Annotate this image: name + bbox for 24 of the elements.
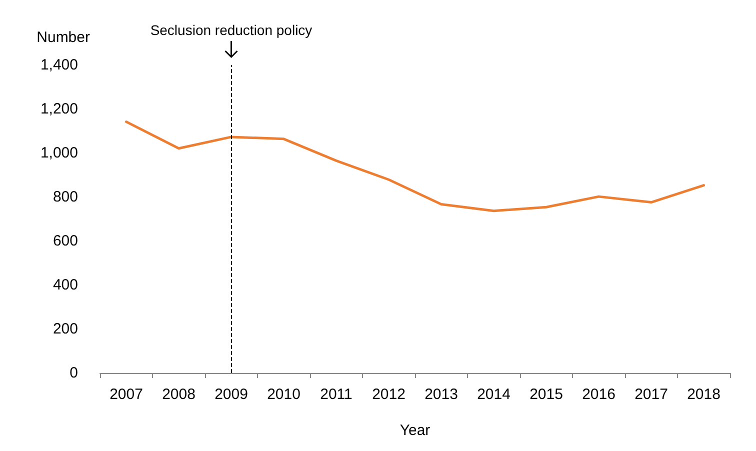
- x-tick-label: 2010: [267, 386, 300, 403]
- x-tick-label: 2012: [372, 386, 406, 403]
- x-tick-label: 2018: [687, 386, 720, 403]
- x-tick-label: 2009: [214, 386, 248, 403]
- y-tick-label: 0: [70, 364, 78, 382]
- x-axis-title: Year: [400, 422, 430, 439]
- x-tick-label: 2011: [320, 386, 352, 403]
- y-axis-title: Number: [36, 29, 90, 46]
- y-tick-label: 600: [52, 232, 78, 250]
- y-tick-label: 1,000: [40, 144, 78, 162]
- y-tick-label: 1,400: [40, 56, 78, 74]
- y-tick-label: 800: [52, 188, 78, 206]
- x-tick-label: 2008: [162, 386, 196, 403]
- x-tick-label: 2007: [110, 386, 143, 403]
- y-tick-label: 200: [52, 320, 78, 338]
- x-tick-label: 2017: [634, 386, 668, 403]
- y-tick-label: 1,200: [40, 100, 78, 118]
- x-tick-label: 2015: [530, 386, 563, 403]
- x-tick-label: 2014: [477, 386, 510, 403]
- line-series: [125, 120, 705, 212]
- y-tick-label: 400: [52, 276, 78, 294]
- x-tick-label: 2013: [424, 386, 458, 403]
- ref-line-label: Seclusion reduction policy: [150, 22, 312, 38]
- x-tick-label: 2016: [582, 386, 616, 403]
